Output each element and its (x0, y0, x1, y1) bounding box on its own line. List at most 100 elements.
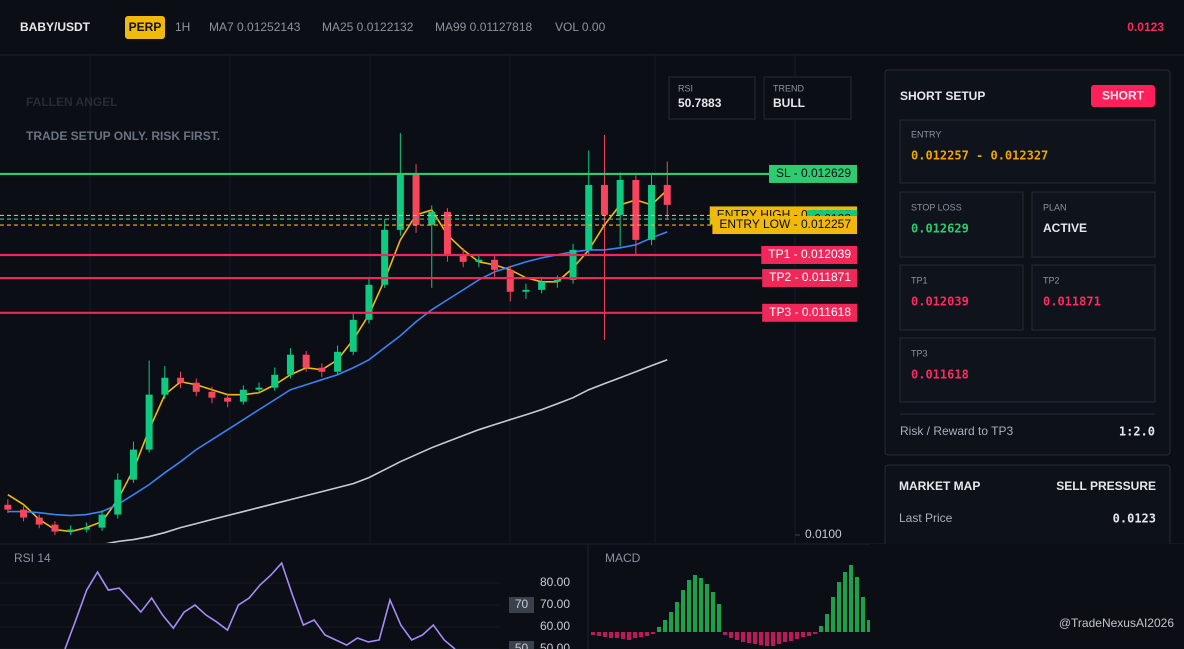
symbol: BABY/USDT (20, 20, 91, 34)
candle-body (491, 259, 499, 270)
macd-bar (765, 632, 769, 646)
macd-bar (759, 632, 763, 645)
macd-bar (687, 580, 691, 632)
level-tag (509, 597, 534, 614)
price-line-label: ENTRY LOW - 0.012257 (719, 217, 851, 231)
macd-bar (747, 632, 751, 643)
ma-line (105, 359, 668, 543)
ma7-readout: MA7 0.01252143 (209, 20, 301, 34)
macd-bar (633, 632, 637, 638)
candle-body (239, 389, 247, 402)
macd-bar (825, 614, 829, 632)
candle-body (396, 174, 404, 230)
stat-box (763, 76, 852, 120)
candle-body (412, 174, 420, 225)
price-line-label: TP1 - 0.012039 (768, 247, 851, 261)
macd-bar (615, 632, 619, 638)
candle-body (538, 281, 546, 290)
price-line-tag (712, 216, 857, 235)
price-line-tag (769, 164, 857, 183)
candle-body (475, 259, 483, 262)
macd-bar (675, 602, 679, 632)
macd-bar (771, 632, 775, 646)
macd-bar (651, 632, 655, 634)
macd-bar (603, 632, 607, 637)
short-badge: SHORT (1102, 89, 1145, 103)
panel-title: SHORT SETUP (900, 89, 985, 103)
macd-bar (621, 632, 625, 639)
macd-bar (807, 632, 811, 636)
candle-body (318, 367, 326, 372)
macd-bar (657, 627, 661, 632)
price-line-tag (761, 245, 857, 264)
candle-body (114, 479, 122, 515)
card-label: TP2 (1043, 275, 1060, 285)
candle-body (145, 394, 153, 450)
price-line-label: SL - 0.012629 (776, 166, 851, 180)
sl-card (899, 191, 1024, 258)
candle-body (302, 354, 310, 368)
card-label: TP1 (911, 275, 928, 285)
level-label: 50 (515, 641, 529, 649)
interval[interactable]: 1H (175, 20, 190, 34)
tp1-value: 0.012039 (911, 295, 969, 309)
ma25-readout: MA25 0.0122132 (322, 20, 414, 34)
watermark-title: FALLEN ANGEL (26, 95, 118, 109)
credit: @TradeNexusAI2026 (1059, 616, 1174, 630)
tp2-value: 0.011871 (1043, 295, 1101, 309)
candle-body (161, 377, 169, 395)
short-badge-bg (1091, 85, 1155, 107)
price-line-label: TP3 - 0.011618 (769, 305, 851, 319)
price-line-tag (762, 269, 857, 288)
candle-body (428, 211, 436, 225)
macd-bar (591, 632, 595, 635)
tp3-card (899, 337, 1156, 403)
rr-value: 1:2.0 (1119, 425, 1155, 439)
card-label: PLAN (1043, 202, 1067, 212)
macd-bar (813, 632, 817, 634)
tp2-card (1031, 264, 1156, 331)
row-value: 0.0123 (1113, 512, 1156, 526)
candle-body (616, 179, 624, 215)
macd-bar (783, 632, 787, 642)
rr-label: Risk / Reward to TP3 (900, 424, 1013, 438)
candle-body (20, 509, 28, 518)
card-label: TP3 (911, 348, 928, 358)
candle-body (648, 184, 656, 240)
y-tick-label: 0.0100 (805, 527, 842, 541)
card-label: STOP LOSS (911, 202, 962, 212)
market-map-status: SELL PRESSURE (1056, 479, 1156, 493)
macd-bar (741, 632, 745, 642)
y-tick-label: 50.00 (540, 641, 570, 649)
panel-mask (870, 544, 1184, 649)
macd-bar (645, 632, 649, 636)
macd-bar (831, 597, 835, 632)
macd-bar (843, 572, 847, 632)
candle-body (349, 319, 357, 352)
candle-body (459, 254, 467, 262)
macd-bar (735, 632, 739, 640)
plan-card (1031, 191, 1156, 258)
candle-body (82, 527, 90, 530)
plan-value: ACTIVE (1043, 221, 1087, 235)
stat-value: 50.7883 (678, 96, 722, 110)
macd-bar (789, 632, 793, 641)
macd-bar (597, 632, 601, 636)
candle-body (286, 354, 294, 375)
candle-body (443, 211, 451, 255)
candle-body (585, 184, 593, 250)
macd-bar (699, 578, 703, 632)
stat-box (668, 76, 756, 120)
y-tick-label: 60.00 (540, 619, 570, 633)
card-label: ENTRY (911, 129, 941, 139)
candle-body (506, 269, 514, 292)
y-tick-label: 80.00 (540, 575, 570, 589)
entry-card (899, 119, 1156, 184)
candle-body (553, 279, 561, 282)
level-label: 70 (515, 597, 529, 611)
candle-body (67, 529, 75, 532)
candle-body (271, 374, 279, 388)
macd-bar (711, 592, 715, 632)
macd-bar (627, 632, 631, 640)
